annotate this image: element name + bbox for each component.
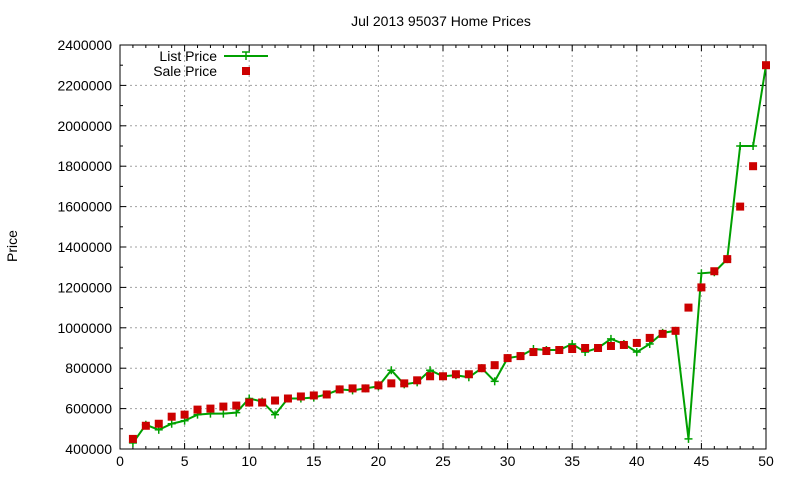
- legend-marker-sale: [242, 67, 250, 75]
- y-tick-label: 2000000: [57, 118, 112, 134]
- sale-price-point: [490, 361, 499, 370]
- y-tick-label: 1800000: [57, 158, 112, 174]
- sale-price-point: [128, 434, 137, 443]
- sale-price-point: [206, 404, 215, 413]
- sale-price-point: [283, 394, 292, 403]
- y-tick-label: 800000: [65, 360, 112, 376]
- y-tick-label: 600000: [65, 401, 112, 417]
- axes: 0 5 10 15 20 25 30 35 40 45 50 400000 600000 800000 10…: [57, 37, 774, 469]
- x-tick-label: 30: [500, 453, 516, 469]
- sale-price-point: [296, 392, 305, 401]
- sale-price-point: [477, 364, 486, 373]
- series-layer: [128, 61, 770, 447]
- sale-price-point: [193, 405, 202, 414]
- y-axis-label: Price: [4, 230, 20, 262]
- sale-price-point: [658, 329, 667, 338]
- x-tick-label: 25: [435, 453, 451, 469]
- list-price-point: [167, 419, 176, 428]
- sale-price-point: [180, 410, 189, 419]
- sale-price-point: [723, 255, 732, 264]
- sale-price-point: [542, 347, 551, 356]
- sale-price-point: [684, 303, 693, 312]
- sale-price-point: [167, 412, 176, 421]
- x-tick-label: 10: [241, 453, 257, 469]
- sale-price-point: [464, 370, 473, 379]
- list-price-point: [387, 366, 396, 375]
- grid-lines: [120, 45, 766, 449]
- list-price-point: [232, 408, 241, 417]
- sale-price-point: [710, 267, 719, 276]
- sale-price-point: [335, 385, 344, 394]
- x-tick-label: 35: [564, 453, 580, 469]
- list-price-point: [684, 434, 693, 443]
- sale-price-point: [309, 391, 318, 400]
- sale-price-point: [154, 419, 163, 428]
- sale-price-point: [529, 348, 538, 357]
- y-tick-label: 1600000: [57, 199, 112, 215]
- sale-price-point: [749, 162, 758, 171]
- sale-price-point: [400, 379, 409, 388]
- sale-price-point: [594, 344, 603, 352]
- y-tick-label: 1400000: [57, 239, 112, 255]
- x-tick-label: 15: [306, 453, 322, 469]
- y-tick-label: 2200000: [57, 77, 112, 93]
- legend-label-list-price: List Price: [159, 48, 217, 64]
- sale-price-point: [245, 398, 254, 407]
- sale-price-point: [619, 340, 628, 349]
- sale-price-point: [555, 346, 564, 355]
- legend-label-sale-price: Sale Price: [153, 63, 217, 79]
- sale-price-point: [426, 372, 435, 381]
- list-price-point: [697, 269, 706, 278]
- x-tick-label: 45: [694, 453, 710, 469]
- list-price-point: [736, 142, 745, 150]
- x-tick-label: 0: [116, 453, 124, 469]
- list-price-point: [271, 410, 280, 419]
- sale-price-point: [439, 372, 447, 381]
- list-price-point: [490, 377, 499, 386]
- list-price-line: [132, 65, 767, 444]
- sale-price-point: [581, 344, 590, 352]
- sale-price-point: [348, 384, 357, 393]
- list-price-point: [632, 348, 641, 357]
- x-tick-label: 5: [181, 453, 189, 469]
- sale-price-point: [503, 354, 512, 363]
- sale-price-point: [451, 370, 460, 379]
- list-price-point: [606, 334, 615, 343]
- x-tick-label: 20: [371, 453, 387, 469]
- y-tick-label: 1200000: [57, 279, 112, 295]
- sale-price-point: [762, 61, 770, 70]
- sale-price-point: [697, 283, 706, 292]
- sale-price-point: [271, 396, 280, 405]
- sale-price-point: [232, 401, 241, 410]
- list-price-point: [219, 409, 228, 418]
- list-price-point: [749, 142, 758, 150]
- sale-price-point: [606, 341, 615, 350]
- chart-title: Jul 2013 95037 Home Prices: [351, 13, 531, 29]
- sale-price-point: [413, 376, 422, 385]
- sale-price-point: [374, 381, 383, 390]
- sale-price-point: [219, 402, 228, 411]
- sale-price-point: [568, 345, 577, 354]
- sale-price-point: [322, 390, 331, 399]
- sale-price-point: [632, 338, 641, 347]
- y-tick-label: 400000: [65, 441, 112, 457]
- legend: List Price Sale Price: [153, 48, 268, 79]
- sale-price-point: [258, 398, 267, 407]
- y-tick-label: 2400000: [57, 37, 112, 53]
- x-tick-label: 50: [758, 453, 774, 469]
- sale-price-point: [516, 352, 525, 361]
- sale-price-point: [736, 202, 745, 211]
- sale-price-point: [361, 384, 370, 393]
- sale-price-point: [671, 326, 680, 335]
- sale-price-point: [645, 333, 654, 342]
- x-tick-label: 40: [629, 453, 645, 469]
- y-tick-label: 1000000: [57, 320, 112, 336]
- sale-price-point: [141, 421, 150, 430]
- sale-price-point: [387, 379, 396, 388]
